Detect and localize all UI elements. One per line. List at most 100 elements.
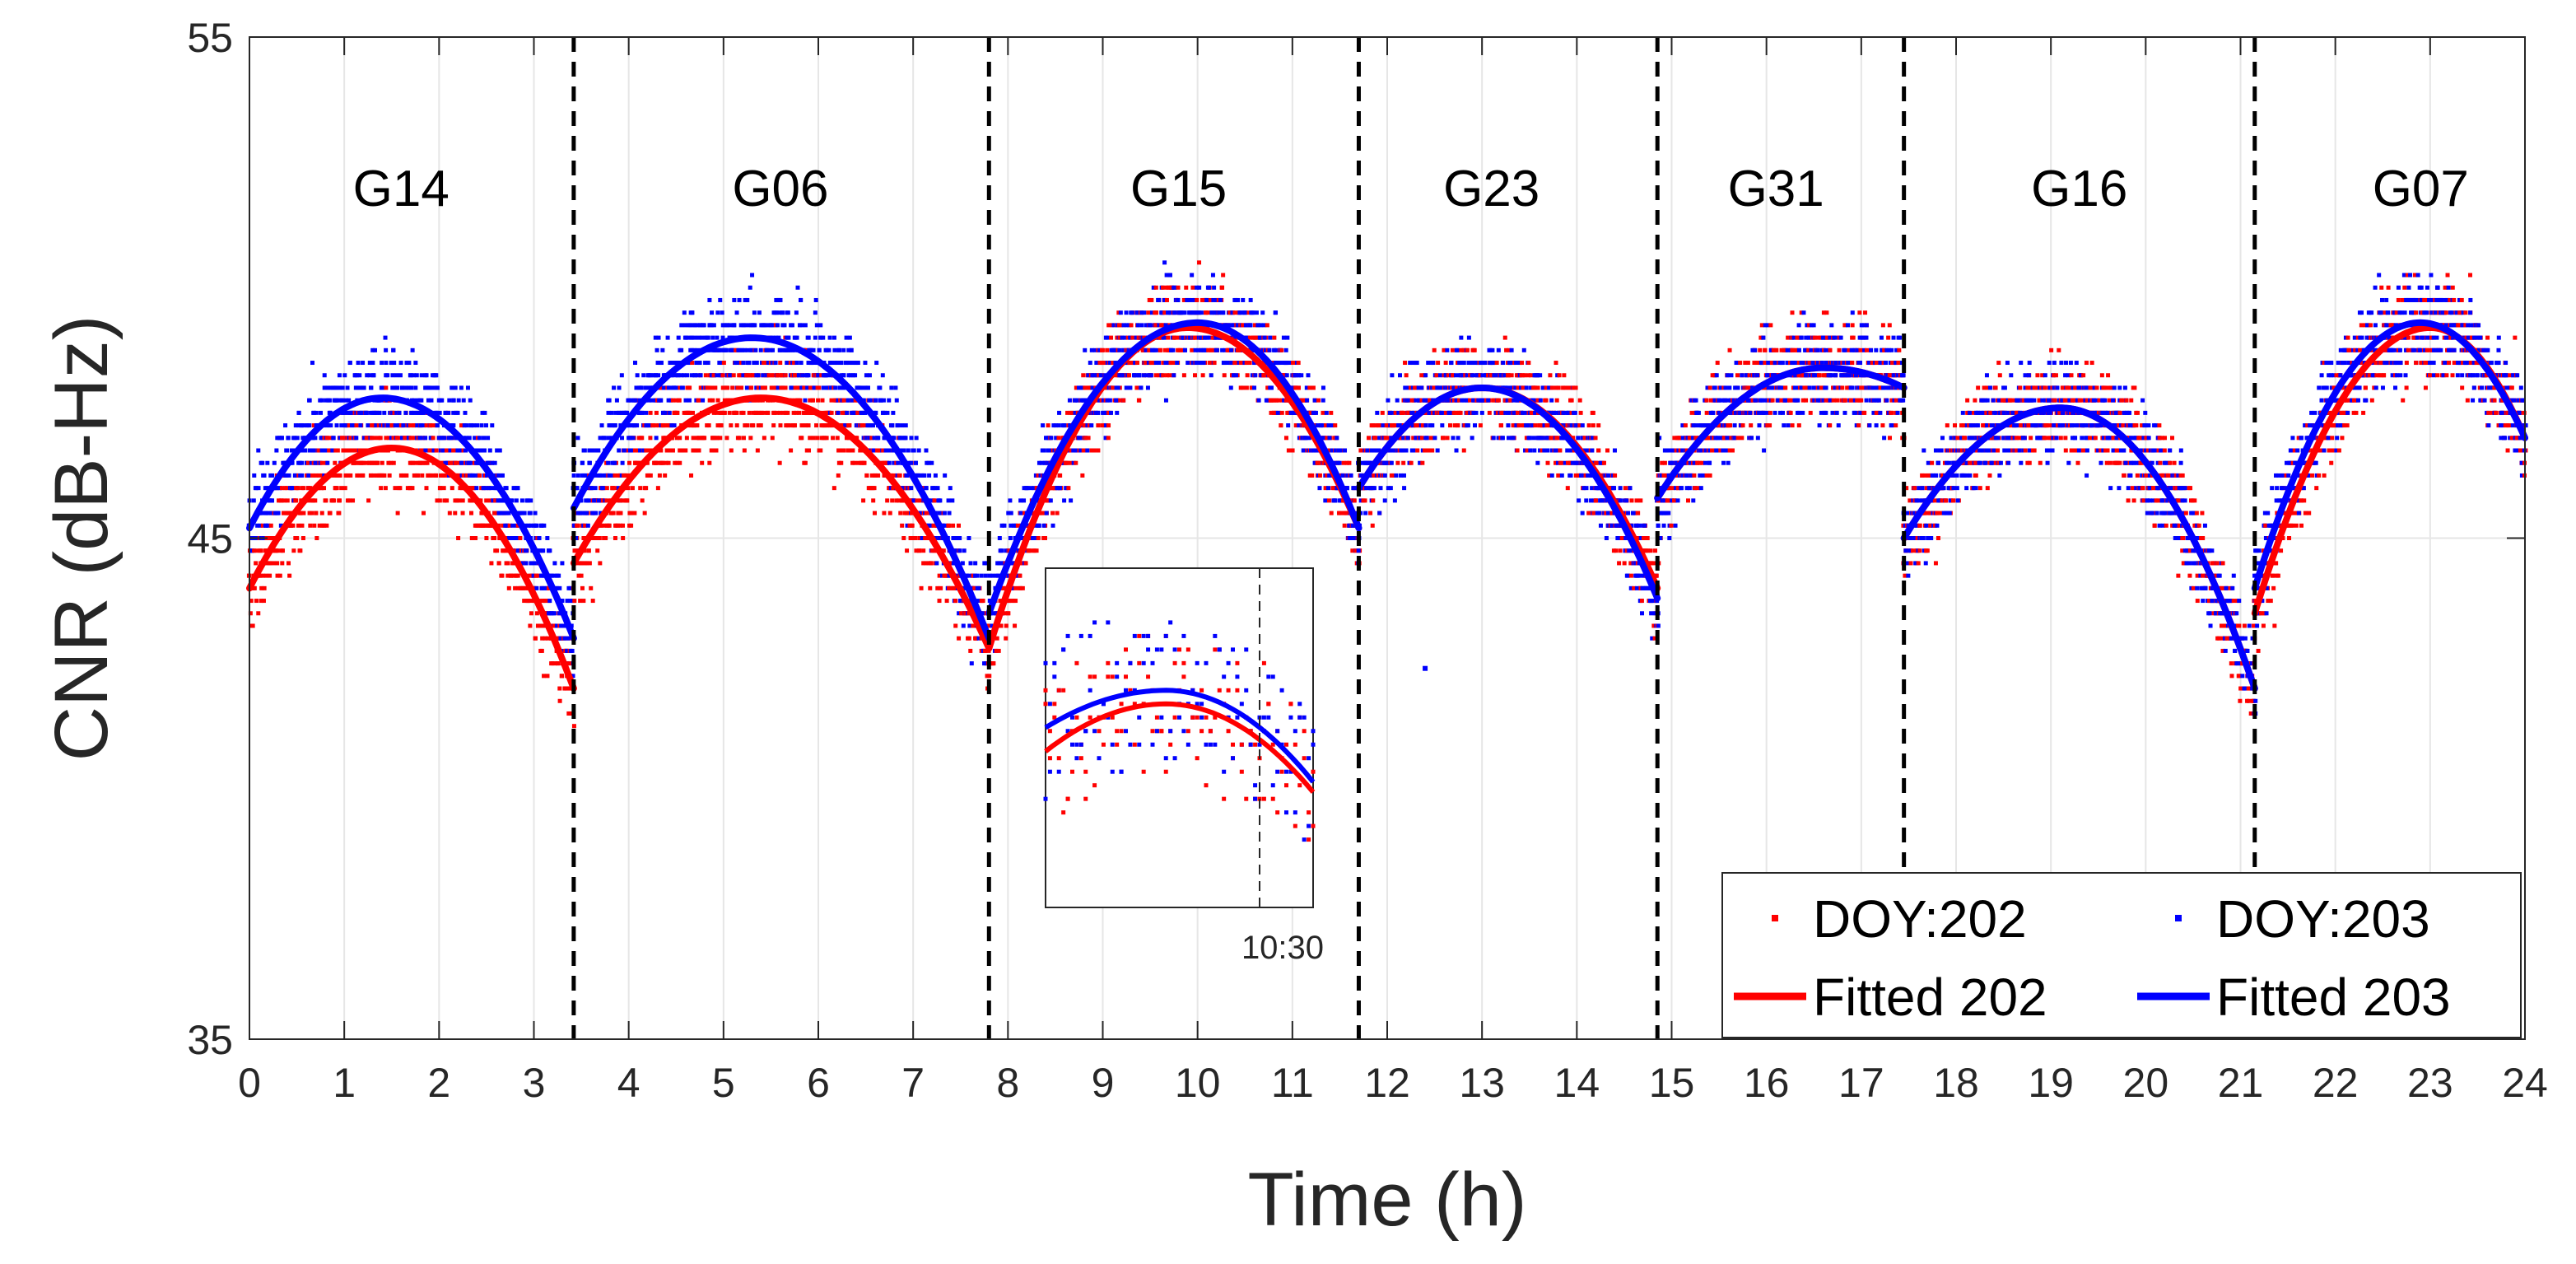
point-doy203 [627,448,632,453]
point-doy203 [959,599,964,604]
point-doy203 [690,347,695,352]
point-doy202 [617,498,622,503]
point-doy202 [311,423,316,428]
point-doy203 [620,460,625,465]
point-doy203 [1090,385,1095,390]
point-doy203 [694,361,699,366]
point-doy202 [809,385,814,390]
point-doy203 [951,561,956,566]
point-doy203 [492,460,497,465]
point-doy203 [896,460,901,465]
point-doy203 [1268,335,1273,340]
point-doy203 [1101,410,1106,415]
point-doy202 [540,636,545,641]
point-doy202 [648,473,653,478]
point-doy202 [1326,498,1331,503]
point-doy203 [696,373,701,378]
point-doy202 [408,486,412,491]
point-doy202 [1237,347,1241,352]
point-doy203 [1067,398,1072,403]
point-doy202 [1307,385,1312,390]
point-doy203 [916,448,921,453]
point-doy203 [957,536,962,540]
point-doy202 [319,511,324,515]
point-doy202 [398,473,403,478]
point-doy202 [550,661,555,666]
point-doy203 [1074,448,1078,453]
point-doy203 [867,423,872,428]
point-doy203 [1228,385,1233,390]
point-doy203 [728,373,733,378]
point-doy202 [295,536,300,540]
point-doy202 [762,436,766,441]
point-doy202 [792,423,797,428]
point-doy203 [389,361,394,366]
point-doy203 [764,373,769,378]
point-doy202 [348,473,353,478]
point-doy202 [424,423,429,428]
point-doy202 [1111,385,1116,390]
point-doy203 [377,410,382,415]
point-doy203 [1145,385,1150,390]
point-doy203 [1175,361,1180,366]
point-doy203 [1254,310,1259,315]
point-doy203 [565,648,570,653]
point-doy202 [696,448,701,453]
point-doy203 [594,473,599,478]
point-doy203 [1049,436,1054,441]
point-doy203 [887,460,892,465]
point-doy202 [254,548,259,553]
point-doy203 [715,335,720,340]
point-doy203 [296,410,301,415]
point-doy202 [1359,448,1364,453]
point-doy202 [604,486,609,491]
point-doy203 [1197,285,1202,290]
point-doy203 [685,373,690,378]
point-doy203 [1120,335,1125,340]
point-doy202 [298,548,303,553]
point-doy202 [674,436,679,441]
point-doy203 [286,436,291,441]
point-doy203 [893,385,898,390]
point-doy203 [706,361,710,366]
point-doy203 [724,347,729,352]
point-doy203 [599,511,603,515]
point-doy203 [370,347,375,352]
point-doy202 [794,410,799,415]
point-doy203 [1083,347,1088,352]
point-doy203 [1054,436,1059,441]
point-doy202 [280,561,285,566]
point-doy203 [435,423,440,428]
point-doy203 [571,523,576,528]
point-doy202 [301,486,306,491]
point-doy203 [878,398,883,403]
point-doy202 [307,511,312,515]
point-doy203 [421,410,426,415]
point-doy202 [1241,385,1246,390]
point-doy203 [900,423,905,428]
point-doy203 [696,335,701,340]
point-doy203 [587,498,592,503]
point-doy203 [542,523,547,528]
point-doy202 [778,423,783,428]
point-doy202 [999,623,1004,628]
point-doy202 [806,423,811,428]
point-doy202 [1206,347,1211,352]
point-doy202 [762,410,766,415]
point-doy203 [1208,335,1213,340]
point-doy203 [1223,347,1227,352]
point-doy202 [515,573,520,578]
point-doy202 [1311,385,1316,390]
point-doy203 [356,361,361,366]
point-doy203 [474,486,479,491]
point-doy202 [1020,585,1025,590]
point-doy203 [1306,373,1311,378]
point-doy202 [663,473,668,478]
point-doy203 [749,347,754,352]
point-doy202 [451,448,456,453]
point-doy202 [771,385,776,390]
point-doy203 [1283,347,1288,352]
point-doy203 [587,448,592,453]
point-doy203 [1020,536,1025,540]
point-doy202 [499,573,504,578]
